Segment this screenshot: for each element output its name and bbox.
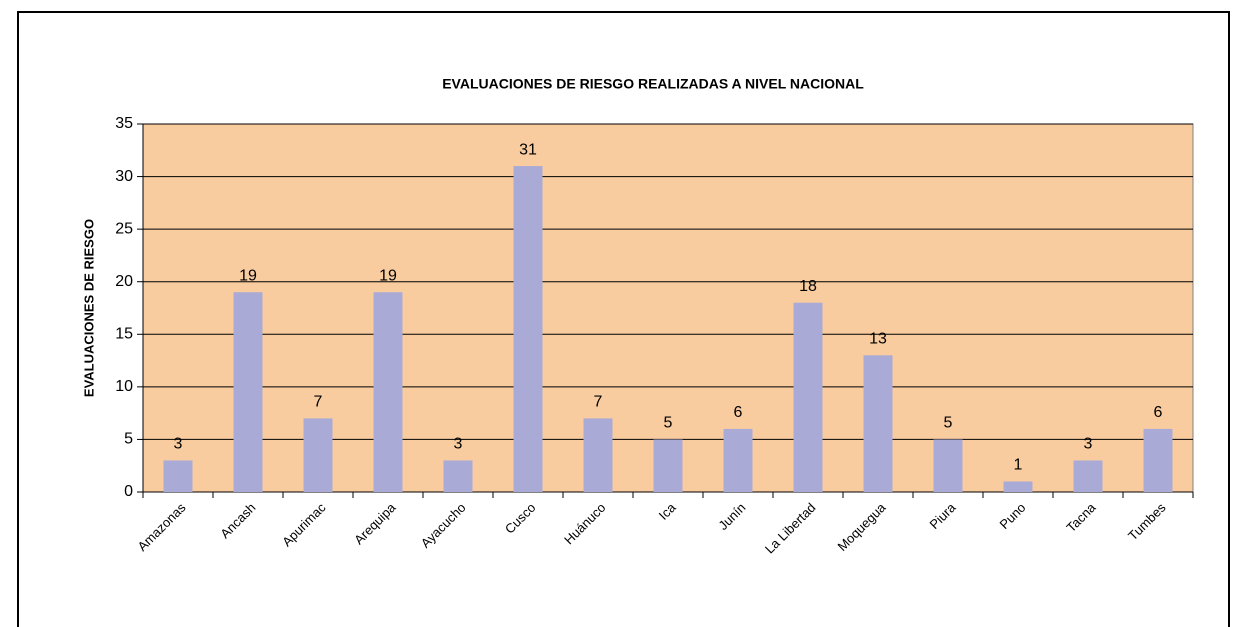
data-label: 6: [734, 404, 743, 421]
x-tick-label: Amazonas: [135, 500, 189, 554]
x-tick-label: Tumbes: [1125, 500, 1169, 544]
data-label: 1: [1014, 457, 1023, 474]
x-tick-label: Ancash: [217, 500, 258, 541]
y-tick-label: 15: [115, 326, 133, 343]
bar: [1003, 481, 1033, 492]
y-tick-label: 35: [115, 115, 133, 132]
x-tick-label: Tacna: [1063, 499, 1099, 535]
chart-border: [17, 11, 1230, 627]
y-tick-label: 20: [115, 273, 133, 290]
chart-title: EVALUACIONES DE RIESGO REALIZADAS A NIVE…: [442, 76, 864, 92]
bar: [793, 302, 823, 492]
bar: [513, 166, 543, 493]
x-tick-label: La Libertad: [762, 500, 819, 557]
x-tick-label: Ayacucho: [418, 500, 469, 551]
data-label: 7: [594, 394, 603, 411]
x-tick-label: Puno: [996, 500, 1028, 532]
y-tick-label: 0: [124, 483, 133, 500]
bar: [653, 439, 683, 492]
data-label: 7: [314, 394, 323, 411]
bar: [163, 460, 193, 492]
x-tick-label: Moquegua: [834, 499, 889, 554]
data-label: 3: [174, 436, 183, 453]
x-tick-label: Piura: [926, 499, 959, 532]
x-tick-label: Arequipa: [351, 499, 399, 547]
data-label: 6: [1154, 404, 1163, 421]
y-tick-label: 30: [115, 168, 133, 185]
bar: [303, 418, 333, 492]
data-label: 5: [664, 415, 673, 432]
bar: [723, 428, 753, 492]
x-tick-label: Cusco: [502, 500, 539, 537]
data-label: 3: [1084, 436, 1093, 453]
bar: [1143, 428, 1173, 492]
bar: [1073, 460, 1103, 492]
bar: [863, 355, 893, 492]
x-tick-label: Huánuco: [561, 500, 608, 547]
bar: [583, 418, 613, 492]
y-axis-label: EVALUACIONES DE RIESGO: [81, 219, 96, 397]
data-label: 13: [869, 331, 887, 348]
y-tick-label: 25: [115, 220, 133, 237]
data-label: 31: [519, 141, 537, 158]
x-tick-label: Ica: [656, 499, 679, 522]
data-label: 18: [799, 278, 817, 295]
bar: [233, 292, 263, 492]
x-tick-label: Junín: [715, 500, 748, 533]
y-tick-label: 10: [115, 378, 133, 395]
data-label: 19: [379, 267, 397, 284]
bar: [373, 292, 403, 492]
data-label: 19: [239, 267, 257, 284]
data-label: 5: [944, 415, 953, 432]
x-tick-label: Apurimac: [279, 500, 329, 550]
y-tick-label: 5: [124, 431, 133, 448]
bar: [443, 460, 473, 492]
plot-area: [142, 123, 1194, 493]
bar: [933, 439, 963, 492]
data-label: 3: [454, 436, 463, 453]
